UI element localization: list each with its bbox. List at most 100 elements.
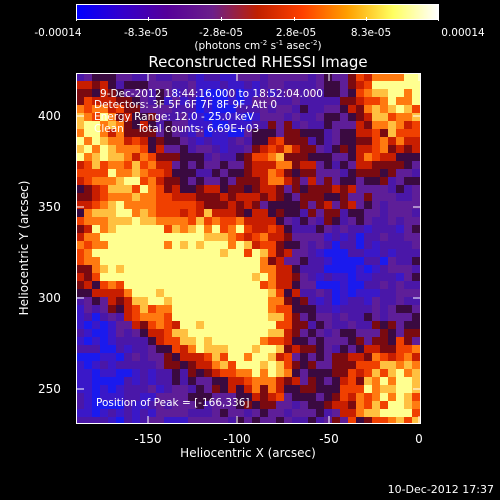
image-pixel bbox=[212, 233, 220, 241]
image-pixel bbox=[172, 233, 180, 241]
image-pixel bbox=[388, 145, 396, 153]
image-pixel bbox=[180, 81, 188, 89]
image-pixel bbox=[84, 97, 92, 105]
image-pixel bbox=[76, 97, 84, 105]
image-pixel bbox=[220, 217, 228, 225]
image-pixel bbox=[180, 233, 188, 241]
image-pixel bbox=[380, 217, 388, 225]
image-pixel bbox=[188, 81, 196, 89]
image-pixel bbox=[132, 129, 140, 137]
image-pixel bbox=[236, 289, 244, 297]
image-pixel bbox=[324, 145, 332, 153]
image-pixel bbox=[92, 193, 100, 201]
image-pixel bbox=[220, 145, 228, 153]
image-pixel bbox=[308, 345, 316, 353]
image-pixel bbox=[356, 201, 364, 209]
image-pixel bbox=[396, 217, 404, 225]
image-pixel bbox=[340, 185, 348, 193]
image-pixel bbox=[316, 401, 324, 409]
image-pixel bbox=[164, 113, 172, 121]
image-pixel bbox=[380, 313, 388, 321]
image-pixel bbox=[268, 265, 276, 273]
image-pixel bbox=[100, 297, 108, 305]
image-pixel bbox=[84, 193, 92, 201]
image-pixel bbox=[300, 289, 308, 297]
image-pixel bbox=[196, 377, 204, 385]
image-pixel bbox=[372, 129, 380, 137]
image-pixel bbox=[124, 297, 132, 305]
image-pixel bbox=[388, 337, 396, 345]
image-pixel bbox=[156, 313, 164, 321]
image-pixel bbox=[356, 185, 364, 193]
image-pixel bbox=[172, 393, 180, 401]
image-pixel bbox=[212, 353, 220, 361]
image-pixel bbox=[236, 105, 244, 113]
image-pixel bbox=[356, 249, 364, 257]
image-pixel bbox=[212, 273, 220, 281]
image-pixel bbox=[316, 265, 324, 273]
image-pixel bbox=[308, 329, 316, 337]
image-pixel bbox=[292, 105, 300, 113]
image-pixel bbox=[412, 393, 420, 401]
image-pixel bbox=[412, 337, 420, 345]
image-pixel bbox=[404, 409, 412, 417]
image-pixel bbox=[124, 417, 132, 424]
image-pixel bbox=[324, 305, 332, 313]
image-pixel bbox=[284, 105, 292, 113]
image-pixel bbox=[252, 345, 260, 353]
image-pixel bbox=[228, 337, 236, 345]
image-pixel bbox=[140, 97, 148, 105]
image-pixel bbox=[124, 369, 132, 377]
image-pixel bbox=[244, 177, 252, 185]
image-pixel bbox=[372, 89, 380, 97]
image-pixel bbox=[172, 209, 180, 217]
image-pixel bbox=[188, 153, 196, 161]
image-pixel bbox=[252, 417, 260, 424]
image-pixel bbox=[188, 345, 196, 353]
image-pixel bbox=[244, 113, 252, 121]
image-pixel bbox=[84, 353, 92, 361]
image-pixel bbox=[180, 193, 188, 201]
image-pixel bbox=[348, 361, 356, 369]
image-pixel bbox=[340, 369, 348, 377]
image-pixel bbox=[84, 161, 92, 169]
image-pixel bbox=[316, 313, 324, 321]
image-pixel bbox=[180, 113, 188, 121]
image-pixel bbox=[396, 105, 404, 113]
image-pixel bbox=[292, 177, 300, 185]
image-pixel bbox=[156, 305, 164, 313]
image-pixel bbox=[92, 233, 100, 241]
image-pixel bbox=[356, 209, 364, 217]
image-pixel bbox=[92, 145, 100, 153]
image-pixel bbox=[340, 289, 348, 297]
image-pixel bbox=[252, 361, 260, 369]
image-pixel bbox=[284, 113, 292, 121]
image-pixel bbox=[124, 305, 132, 313]
image-pixel bbox=[276, 369, 284, 377]
image-pixel bbox=[236, 129, 244, 137]
image-pixel bbox=[92, 249, 100, 257]
image-pixel bbox=[388, 369, 396, 377]
image-pixel bbox=[300, 361, 308, 369]
image-pixel bbox=[196, 241, 204, 249]
image-pixel bbox=[276, 121, 284, 129]
image-pixel bbox=[148, 137, 156, 145]
image-pixel bbox=[412, 401, 420, 409]
image-pixel bbox=[308, 121, 316, 129]
image-pixel bbox=[332, 329, 340, 337]
image-pixel bbox=[212, 345, 220, 353]
image-pixel bbox=[164, 297, 172, 305]
image-pixel bbox=[100, 129, 108, 137]
image-pixel bbox=[212, 401, 220, 409]
image-pixel bbox=[140, 353, 148, 361]
image-pixel bbox=[364, 305, 372, 313]
image-pixel bbox=[236, 249, 244, 257]
image-pixel bbox=[332, 137, 340, 145]
image-pixel bbox=[180, 209, 188, 217]
image-pixel bbox=[340, 345, 348, 353]
image-pixel bbox=[244, 281, 252, 289]
image-pixel bbox=[348, 233, 356, 241]
image-pixel bbox=[396, 145, 404, 153]
image-pixel bbox=[348, 297, 356, 305]
image-pixel bbox=[404, 249, 412, 257]
